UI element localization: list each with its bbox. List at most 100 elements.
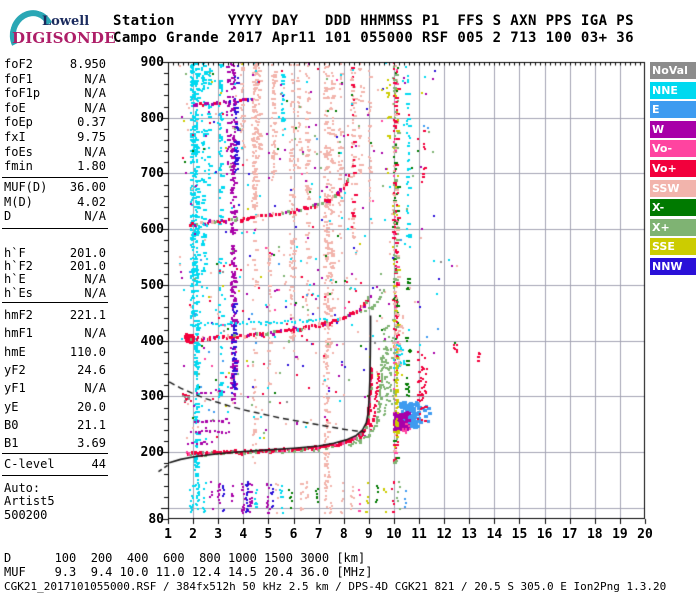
param-label: B0: [4, 417, 19, 432]
param-label: foE: [4, 100, 26, 115]
legend-item-noval: NoVal: [650, 62, 696, 79]
param-row-hmf2: hmF2 221.1: [4, 308, 106, 322]
x-tick-label-1: 1: [164, 527, 172, 542]
param-label: M(D): [4, 194, 33, 209]
x-tick-label-11: 11: [411, 527, 427, 542]
y-tick-label-900: 900: [140, 55, 164, 70]
param-value: 8.950: [69, 57, 106, 71]
legend-item-nnw: NNW: [650, 258, 696, 275]
y-tick-label-80: 80: [148, 512, 164, 527]
param-row-yf2: yF2 24.6: [4, 362, 106, 377]
x-tick-label-5: 5: [264, 527, 273, 542]
param-label: foEs: [4, 144, 33, 159]
param-value: 221.1: [69, 308, 106, 322]
param-label: h`F: [4, 246, 26, 260]
logo-lowell-text: Lowell: [42, 14, 90, 29]
param-label: foF1: [4, 71, 33, 86]
param-value: N/A: [84, 285, 106, 300]
param-value: N/A: [84, 144, 106, 159]
x-tick-label-4: 4: [239, 527, 248, 542]
legend-item-nne: NNE: [650, 81, 696, 99]
legend-item-x: X-: [650, 199, 696, 217]
param-label: B1: [4, 436, 19, 451]
param-row-hmf1: hmF1 N/A: [4, 326, 106, 341]
param-value: 3.69: [77, 436, 106, 451]
param-row-clevel: C-level 44: [4, 457, 106, 471]
x-tick-label-9: 9: [364, 527, 373, 542]
x-tick-label-6: 6: [289, 527, 298, 542]
param-row-fof1: foF1 N/A: [4, 71, 106, 86]
lowell-digisonde-logo: Lowell DIGISONDE: [3, 4, 116, 64]
param-row-d: D N/A: [4, 209, 106, 224]
param-label: Auto:: [4, 481, 41, 495]
param-label: h`Es: [4, 285, 33, 300]
param-row-500200: 500200: [4, 507, 106, 522]
legend-item-sse: SSE: [650, 238, 696, 256]
param-label: foF2: [4, 57, 33, 71]
x-tick-label-17: 17: [561, 527, 578, 542]
x-tick-label-19: 19: [612, 527, 628, 542]
param-row-b1: B1 3.69: [4, 436, 106, 451]
param-value: 1.80: [77, 159, 106, 174]
param-label: h`E: [4, 272, 26, 287]
param-label: D: [4, 209, 12, 224]
legend-item-w: W: [650, 120, 696, 138]
y-tick-label-500: 500: [140, 277, 164, 293]
param-value: 110.0: [69, 344, 106, 359]
param-value: N/A: [84, 71, 106, 86]
param-row-hes: h`Es N/A: [4, 285, 106, 300]
param-row-hme: hmE 110.0: [4, 344, 106, 359]
footer-distance-line: D 100 200 400 600 800 1000 1500 3000 [km…: [4, 551, 366, 565]
param-row-foes: foEs N/A: [4, 144, 106, 159]
param-row-yf1: yF1 N/A: [4, 381, 106, 396]
param-row-foe: foE N/A: [4, 100, 106, 115]
param-row-auto: Auto:: [4, 481, 106, 495]
x-tick-label-20: 20: [637, 527, 653, 542]
param-value: 201.0: [69, 246, 106, 260]
param-label: yE: [4, 399, 19, 414]
param-label: hmF1: [4, 326, 33, 341]
x-tick-label-8: 8: [339, 527, 348, 542]
param-label: fmin: [4, 159, 33, 174]
param-label: Artist5: [4, 494, 55, 509]
param-label: 500200: [4, 507, 48, 522]
x-tick-label-16: 16: [536, 527, 553, 542]
param-value: 24.6: [77, 362, 106, 377]
footer-file-info-line: CGK21_2017101055000.RSF / 384fx512h 50 k…: [4, 580, 667, 593]
panel-separator: [2, 177, 108, 178]
param-row-hf2: h`F2 201.0: [4, 259, 106, 273]
y-tick-label-700: 700: [140, 166, 164, 182]
param-row-md: M(D) 4.02: [4, 194, 106, 209]
param-value: 0.37: [77, 115, 106, 130]
param-value: N/A: [84, 86, 106, 101]
x-tick-label-12: 12: [436, 527, 452, 542]
param-row-hf: h`F 201.0: [4, 246, 106, 260]
param-row-mufd: MUF(D) 36.00: [4, 180, 106, 194]
param-label: foF1p: [4, 86, 41, 101]
legend-item-x: X+: [650, 218, 696, 236]
x-tick-label-15: 15: [511, 527, 528, 542]
param-value: N/A: [84, 272, 106, 287]
x-tick-label-10: 10: [386, 527, 402, 542]
x-tick-label-18: 18: [586, 527, 603, 542]
param-label: fxI: [4, 130, 26, 144]
param-row-b0: B0 21.1: [4, 417, 106, 432]
y-tick-label-800: 800: [140, 110, 164, 126]
param-row-fof2: foF2 8.950: [4, 57, 106, 71]
param-label: hmE: [4, 344, 26, 359]
param-label: yF1: [4, 381, 26, 396]
legend-item-vo: Vo+: [650, 160, 696, 177]
param-row-fxi: fxI 9.75: [4, 130, 106, 144]
param-value: N/A: [84, 326, 106, 341]
panel-separator: [2, 228, 108, 229]
y-tick-label-200: 200: [140, 445, 164, 461]
param-value: 21.1: [77, 417, 106, 432]
param-label: yF2: [4, 362, 26, 377]
x-tick-label-14: 14: [486, 527, 503, 542]
header-line-2: Campo Grande 2017 Apr11 101 055000 RSF 0…: [113, 30, 634, 46]
param-value: 4.02: [77, 194, 106, 209]
param-value: 9.75: [77, 130, 106, 144]
logo-digisonde-text: DIGISONDE: [12, 29, 116, 47]
param-value: N/A: [84, 100, 106, 115]
